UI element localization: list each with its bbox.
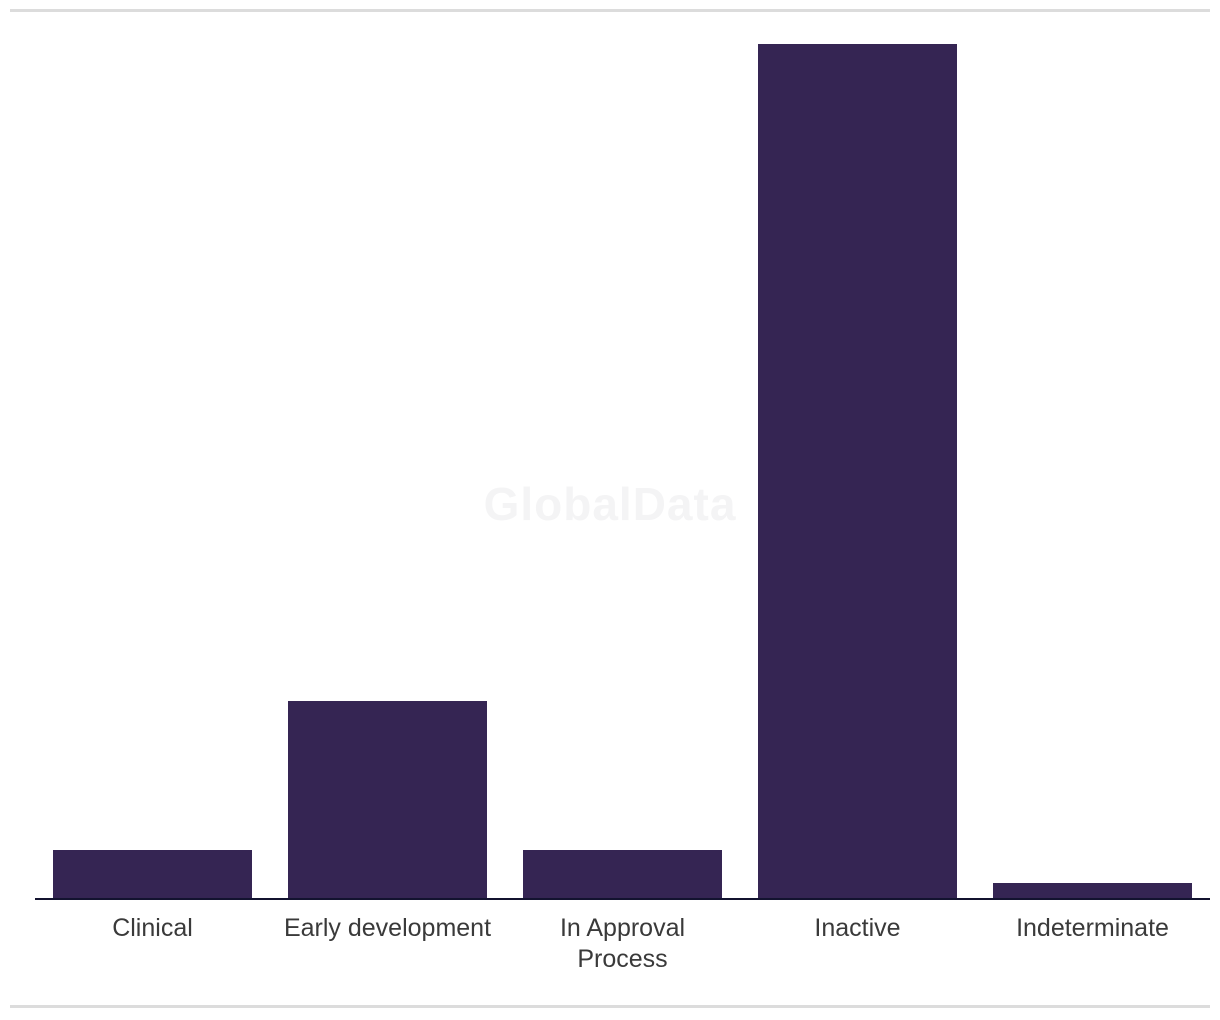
- bar-slot: [740, 0, 975, 898]
- bar-slot: [505, 0, 740, 898]
- x-tick-in-approval-process: In Approval Process: [559, 914, 686, 973]
- bottom-divider: [10, 1005, 1210, 1008]
- bars-area: [35, 0, 1210, 898]
- bar-slot: [270, 0, 505, 898]
- bar-clinical: [52, 850, 253, 898]
- bar-chart-plot-area: [35, 0, 1210, 898]
- bar-slot: [975, 0, 1210, 898]
- x-tick-early-development: Early development: [283, 914, 492, 942]
- bar-in-approval-process: [522, 850, 723, 898]
- x-axis-labels: Clinical Early development In Approval Pro…: [35, 913, 1210, 975]
- x-axis-line: [35, 898, 1210, 900]
- bar-indeterminate: [992, 883, 1193, 898]
- x-tick-indeterminate: Indeterminate: [1016, 914, 1169, 942]
- x-tick-clinical: Clinical: [112, 914, 193, 942]
- bar-early-development: [287, 701, 488, 898]
- top-divider: [10, 9, 1210, 12]
- bar-inactive: [757, 44, 958, 898]
- x-tick-inactive: Inactive: [814, 914, 901, 942]
- bar-slot: [35, 0, 270, 898]
